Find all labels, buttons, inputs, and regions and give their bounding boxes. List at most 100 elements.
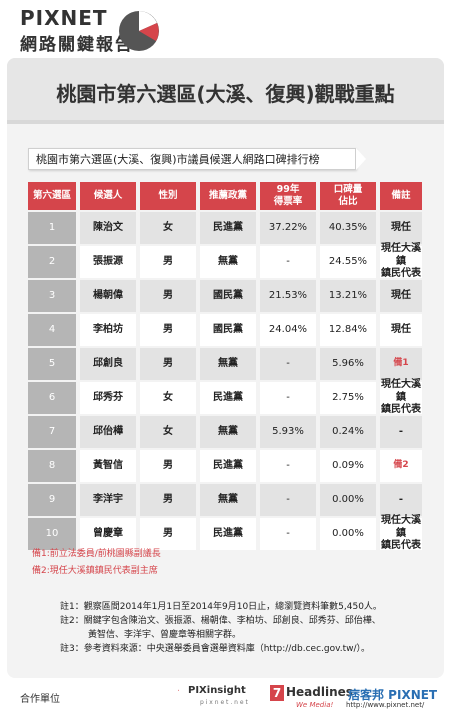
note-2: 註2：關鍵字包含陳治文、張振源、楊朝偉、李柏坊、邱創良、邱秀芬、邱佁樺、 — [60, 616, 381, 626]
notes-block: 註1：觀察區間2014年1月1日至2014年9月10日止，總瀏覽資料筆數5,45… — [60, 600, 430, 656]
cell-party: 無黨 — [200, 348, 256, 380]
cell-name: 陳治文 — [80, 212, 136, 244]
cell-gender: 男 — [140, 484, 196, 516]
cell-rank: 2 — [28, 246, 76, 278]
column-header: 口碑量 佔比 — [320, 182, 376, 210]
table-header-row: 第六選區 候選人 性別 推薦政黨 99年 得票率 口碑量 佔比 備註 — [28, 182, 422, 210]
cell-note: 備1 — [380, 348, 422, 380]
cell-note: 現任 — [380, 280, 422, 312]
pixinsight-url: p i x n e t . n e t — [200, 699, 248, 706]
cell-rank: 5 — [28, 348, 76, 380]
note-2-continued: 黃智信、李洋宇、曾慶章等相關字群。 — [88, 630, 242, 640]
table-row: 8 黃智信男民進黨 -0.09% 備2 — [28, 450, 422, 482]
cell-name: 李柏坊 — [80, 314, 136, 346]
table-row: 5 邱創良男無黨 -5.96% 備1 — [28, 348, 422, 380]
title-band — [7, 58, 444, 122]
cell-party: 民進黨 — [200, 450, 256, 482]
cell-vote99: 37.22% — [260, 212, 316, 244]
pie-chart-icon — [119, 11, 159, 51]
cell-vote99: - — [260, 246, 316, 278]
table-row: 4 李柏坊男國民黨 24.04% 12.84% 現任 — [28, 314, 422, 346]
cell-gender: 男 — [140, 348, 196, 380]
brand-name: PIXNET — [20, 6, 108, 30]
cell-note: 現任 — [380, 212, 422, 244]
cell-rank: 4 — [28, 314, 76, 346]
cell-party: 民進黨 — [200, 382, 256, 414]
pixnet-logo: 痞客邦 PIXNET — [348, 688, 438, 702]
cell-party: 國民黨 — [200, 280, 256, 312]
cell-rank: 10 — [28, 518, 76, 550]
cell-share: 0.00% — [320, 484, 376, 516]
pixinsight-logo-icon — [178, 689, 179, 691]
cell-name: 張振源 — [80, 246, 136, 278]
cell-name: 曾慶章 — [80, 518, 136, 550]
cell-share: 24.55% — [320, 246, 376, 278]
column-header: 性別 — [140, 182, 196, 210]
cell-rank: 7 — [28, 416, 76, 448]
cell-gender: 女 — [140, 212, 196, 244]
header: PIXNET 網路關鍵報告 — [0, 0, 451, 56]
partner-label: 合作單位 — [20, 694, 60, 705]
cell-rank: 6 — [28, 382, 76, 414]
brand-subtitle: 網路關鍵報告 — [20, 35, 134, 55]
cell-gender: 女 — [140, 416, 196, 448]
cell-share: 2.75% — [320, 382, 376, 414]
table-row: 2 張振源男無黨 -24.55% 現任大溪鎮 鎮民代表 — [28, 243, 422, 280]
subtitle-ribbon — [28, 148, 356, 170]
footnote-2: 備2:現任大溪鎮鎮民代表副主席 — [32, 566, 158, 576]
cell-share: 0.24% — [320, 416, 376, 448]
cell-rank: 1 — [28, 212, 76, 244]
cell-note: 現任大溪鎮 鎮民代表 — [380, 515, 422, 552]
cell-gender: 男 — [140, 450, 196, 482]
cell-share: 0.00% — [320, 518, 376, 550]
note-1: 註1：觀察區間2014年1月1日至2014年9月10日止，總瀏覽資料筆數5,45… — [60, 602, 382, 612]
footnote-1: 備1:前立法委員/前桃園縣副議長 — [32, 549, 161, 559]
note-3: 註3：參考資料來源：中央選舉委員會選舉資料庫（http://db.cec.gov… — [60, 644, 371, 654]
column-header: 99年 得票率 — [260, 182, 316, 210]
column-header: 備註 — [380, 182, 422, 210]
pixinsight-logo: PIXinsight — [188, 685, 246, 696]
cell-party: 無黨 — [200, 246, 256, 278]
cell-vote99: 21.53% — [260, 280, 316, 312]
cell-note: - — [380, 484, 422, 516]
cell-note: 現任 — [380, 314, 422, 346]
cell-share: 40.35% — [320, 212, 376, 244]
cell-party: 無黨 — [200, 484, 256, 516]
cell-rank: 9 — [28, 484, 76, 516]
footer — [0, 682, 451, 716]
cell-vote99: - — [260, 348, 316, 380]
table-row: 9 李洋宇男無黨 -0.00% - — [28, 484, 422, 516]
cell-name: 邱創良 — [80, 348, 136, 380]
cell-gender: 男 — [140, 314, 196, 346]
table-row: 1 陳治文女民進黨 37.22% 40.35% 現任 — [28, 212, 422, 244]
cell-share: 12.84% — [320, 314, 376, 346]
column-header: 第六選區 — [28, 182, 76, 210]
cell-share: 5.96% — [320, 348, 376, 380]
cell-share: 13.21% — [320, 280, 376, 312]
cell-vote99: 5.93% — [260, 416, 316, 448]
table-row: 10 曾慶章男民進黨 -0.00% 現任大溪鎮 鎮民代表 — [28, 515, 422, 552]
table-row: 6 邱秀芬女民進黨 -2.75% 現任大溪鎮 鎮民代表 — [28, 379, 422, 415]
cell-vote99: - — [260, 450, 316, 482]
cell-name: 李洋宇 — [80, 484, 136, 516]
cell-party: 國民黨 — [200, 314, 256, 346]
column-header: 推薦政黨 — [200, 182, 256, 210]
cell-name: 楊朝偉 — [80, 280, 136, 312]
cell-vote99: - — [260, 382, 316, 414]
cell-name: 邱秀芬 — [80, 382, 136, 414]
cell-gender: 男 — [140, 518, 196, 550]
headlines-logo-mark: 7 — [270, 685, 284, 701]
cell-note: - — [380, 416, 422, 448]
table-row: 7 邱佁樺女無黨 5.93% 0.24% - — [28, 416, 422, 448]
cell-vote99: 24.04% — [260, 314, 316, 346]
headlines-tagline: We Media! — [296, 701, 334, 709]
cell-party: 無黨 — [200, 416, 256, 448]
cell-gender: 男 — [140, 280, 196, 312]
table-row: 3 楊朝偉男國民黨 21.53% 13.21% 現任 — [28, 280, 422, 312]
cell-note: 現任大溪鎮 鎮民代表 — [380, 243, 422, 280]
cell-party: 民進黨 — [200, 212, 256, 244]
cell-rank: 8 — [28, 450, 76, 482]
cell-vote99: - — [260, 518, 316, 550]
title-divider — [7, 120, 444, 124]
column-header: 候選人 — [80, 182, 136, 210]
